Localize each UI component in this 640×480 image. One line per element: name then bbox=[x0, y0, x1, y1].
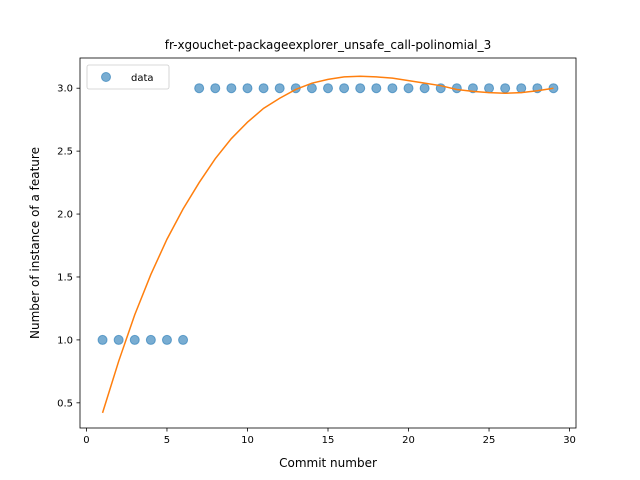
data-point bbox=[387, 83, 398, 94]
x-tick-label: 20 bbox=[402, 435, 415, 446]
data-point bbox=[97, 334, 108, 345]
data-point bbox=[339, 83, 350, 94]
x-axis-label: Commit number bbox=[279, 456, 377, 470]
data-point bbox=[178, 334, 189, 345]
data-point bbox=[145, 334, 156, 345]
x-tick-label: 15 bbox=[322, 435, 335, 446]
x-tick-label: 10 bbox=[241, 435, 254, 446]
x-tick-label: 25 bbox=[483, 435, 496, 446]
chart-title: fr-xgouchet-packageexplorer_unsafe_call-… bbox=[165, 38, 492, 52]
data-point bbox=[355, 83, 366, 94]
y-axis-label: Number of instance of a feature bbox=[28, 147, 42, 339]
fit-line bbox=[101, 75, 554, 414]
y-tick-label: 1.0 bbox=[57, 335, 73, 346]
data-point bbox=[226, 83, 237, 94]
axis-ticks: 0 5 10 15 20 25 30 0.5 1.0 1.5 2.0 2.5 3.0 bbox=[57, 84, 576, 446]
legend-marker-data bbox=[101, 72, 111, 82]
data-point bbox=[484, 83, 495, 94]
data-point bbox=[371, 83, 382, 94]
data-point bbox=[323, 83, 333, 94]
data-point bbox=[161, 334, 172, 345]
x-tick-label: 30 bbox=[563, 435, 576, 446]
data-point bbox=[113, 334, 124, 345]
data-point bbox=[210, 83, 221, 94]
data-point bbox=[516, 83, 527, 94]
legend-box bbox=[86, 64, 170, 90]
data-point bbox=[258, 83, 269, 94]
data-point bbox=[500, 83, 511, 94]
x-tick-label: 0 bbox=[83, 435, 89, 446]
data-point bbox=[194, 83, 205, 94]
data-point bbox=[129, 334, 140, 345]
data-point bbox=[419, 83, 430, 94]
legend-label-data: data bbox=[131, 73, 154, 84]
y-tick-label: 2.5 bbox=[57, 147, 73, 158]
legend: data bbox=[86, 64, 170, 90]
data-point bbox=[274, 83, 285, 94]
y-tick-label: 1.5 bbox=[57, 272, 73, 283]
plot-area bbox=[97, 75, 559, 414]
data-point bbox=[242, 83, 253, 94]
x-tick-label: 5 bbox=[164, 435, 170, 446]
y-tick-label: 3.0 bbox=[57, 84, 73, 95]
data-point bbox=[403, 83, 414, 94]
y-tick-label: 2.0 bbox=[57, 210, 73, 221]
y-tick-label: 0.5 bbox=[57, 398, 73, 409]
